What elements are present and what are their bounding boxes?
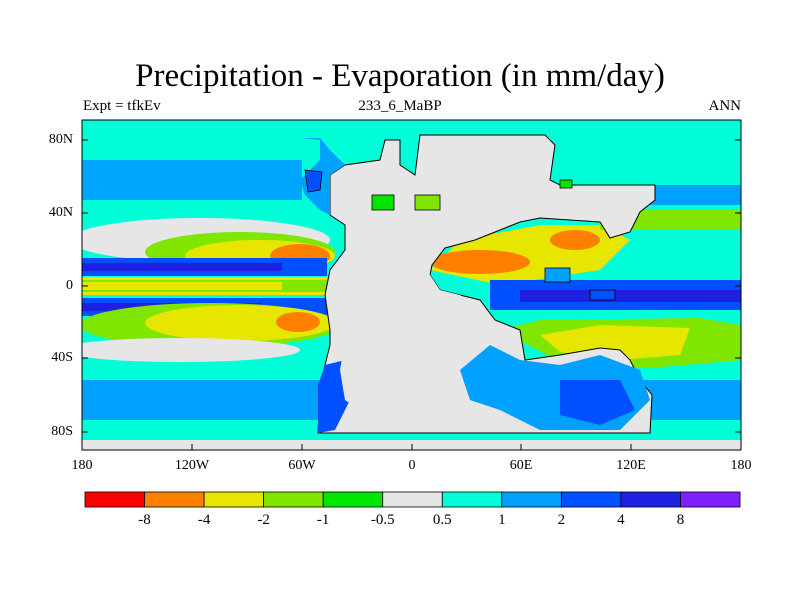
y-tick-label: 80N — [48, 132, 73, 147]
colorbar-swatch — [441, 491, 503, 508]
colorbar-swatch — [84, 491, 145, 508]
colorbar-label: 8 — [676, 512, 685, 528]
x-tick-label: 60E — [509, 458, 533, 473]
colorbar-label: 1 — [498, 512, 506, 528]
x-tick-label: 120W — [174, 458, 210, 473]
colorbar-label: 0.5 — [432, 512, 452, 528]
colorbar-label: -2 — [257, 512, 270, 528]
colorbar-swatch — [382, 491, 443, 508]
y-tick-label: 0 — [66, 278, 73, 293]
colorbar-swatch — [680, 491, 741, 508]
colorbar-swatch — [144, 491, 205, 508]
period-label: 233_6_MaBP — [358, 98, 442, 114]
y-tick-label: 40N — [48, 205, 73, 220]
x-tick-label: 0 — [408, 458, 416, 473]
colorbar-swatch — [322, 491, 384, 508]
page-title: Precipitation - Evaporation (in mm/day) — [135, 58, 665, 94]
colorbar-swatch — [620, 491, 681, 508]
colorbar-label: 4 — [617, 512, 625, 528]
x-tick-label: 180 — [730, 458, 752, 473]
colorbar-label: -4 — [197, 512, 211, 528]
experiment-label: Expt = tfkEv — [83, 98, 161, 114]
x-tick-label: 180 — [71, 458, 93, 473]
colorbar-label: 2 — [557, 512, 566, 528]
map-field — [82, 120, 741, 450]
colorbar-label: -1 — [316, 512, 330, 528]
y-tick-label: 80S — [51, 424, 73, 439]
colorbar-swatch — [263, 491, 324, 508]
colorbar — [84, 491, 741, 508]
colorbar-swatch — [203, 491, 265, 508]
colorbar-label: -0.5 — [370, 512, 395, 528]
colorbar-swatch — [501, 491, 562, 508]
season-label: ANN — [708, 98, 742, 114]
x-tick-label: 60W — [288, 458, 316, 473]
x-tick-label: 120E — [616, 458, 646, 473]
axis-ticks — [82, 139, 741, 450]
colorbar-label: -8 — [138, 512, 151, 528]
colorbar-swatch — [560, 491, 622, 508]
y-tick-label: 40S — [51, 350, 73, 365]
